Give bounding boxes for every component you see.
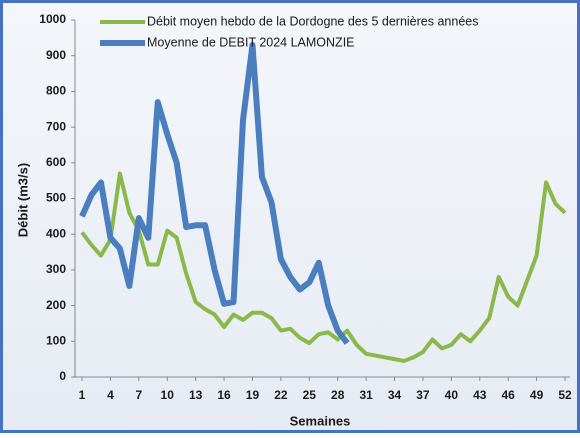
legend-label: Moyenne de DEBIT 2024 LAMONZIE <box>147 35 355 49</box>
x-axis-label: Semaines <box>290 413 351 428</box>
y-tick-label: 1000 <box>39 12 66 26</box>
x-tick-label: 34 <box>388 388 402 402</box>
x-tick-label: 16 <box>217 388 231 402</box>
y-tick-label: 100 <box>46 333 66 347</box>
y-tick-label: 600 <box>46 155 66 169</box>
y-axis-label: Débit (m3/s) <box>15 163 30 237</box>
x-tick-label: 37 <box>416 388 430 402</box>
x-tick-label: 28 <box>331 388 345 402</box>
series-line <box>79 41 350 345</box>
x-tick-label: 10 <box>161 388 175 402</box>
y-tick-label: 300 <box>46 262 66 276</box>
series-line <box>80 171 567 363</box>
x-tick-label: 46 <box>501 388 515 402</box>
x-tick-label: 43 <box>473 388 487 402</box>
x-tick-label: 13 <box>189 388 203 402</box>
x-tick-label: 40 <box>445 388 459 402</box>
y-tick-label: 700 <box>46 119 66 133</box>
x-tick-label: 7 <box>135 388 142 402</box>
y-tick-label: 900 <box>46 48 66 62</box>
y-tick-label: 500 <box>46 191 66 205</box>
x-tick-label: 25 <box>303 388 317 402</box>
y-tick-label: 400 <box>46 226 66 240</box>
x-tick-label: 4 <box>107 388 114 402</box>
x-tick-label: 1 <box>79 388 86 402</box>
x-tick-label: 52 <box>558 388 572 402</box>
x-tick-label: 22 <box>274 388 288 402</box>
y-tick-label: 800 <box>46 84 66 98</box>
x-tick-label: 19 <box>246 388 260 402</box>
y-tick-label: 0 <box>59 369 66 383</box>
legend-label: Débit moyen hebdo de la Dordogne des 5 d… <box>147 14 478 28</box>
x-tick-label: 31 <box>359 388 373 402</box>
x-tick-label: 49 <box>530 388 544 402</box>
y-tick-label: 200 <box>46 298 66 312</box>
